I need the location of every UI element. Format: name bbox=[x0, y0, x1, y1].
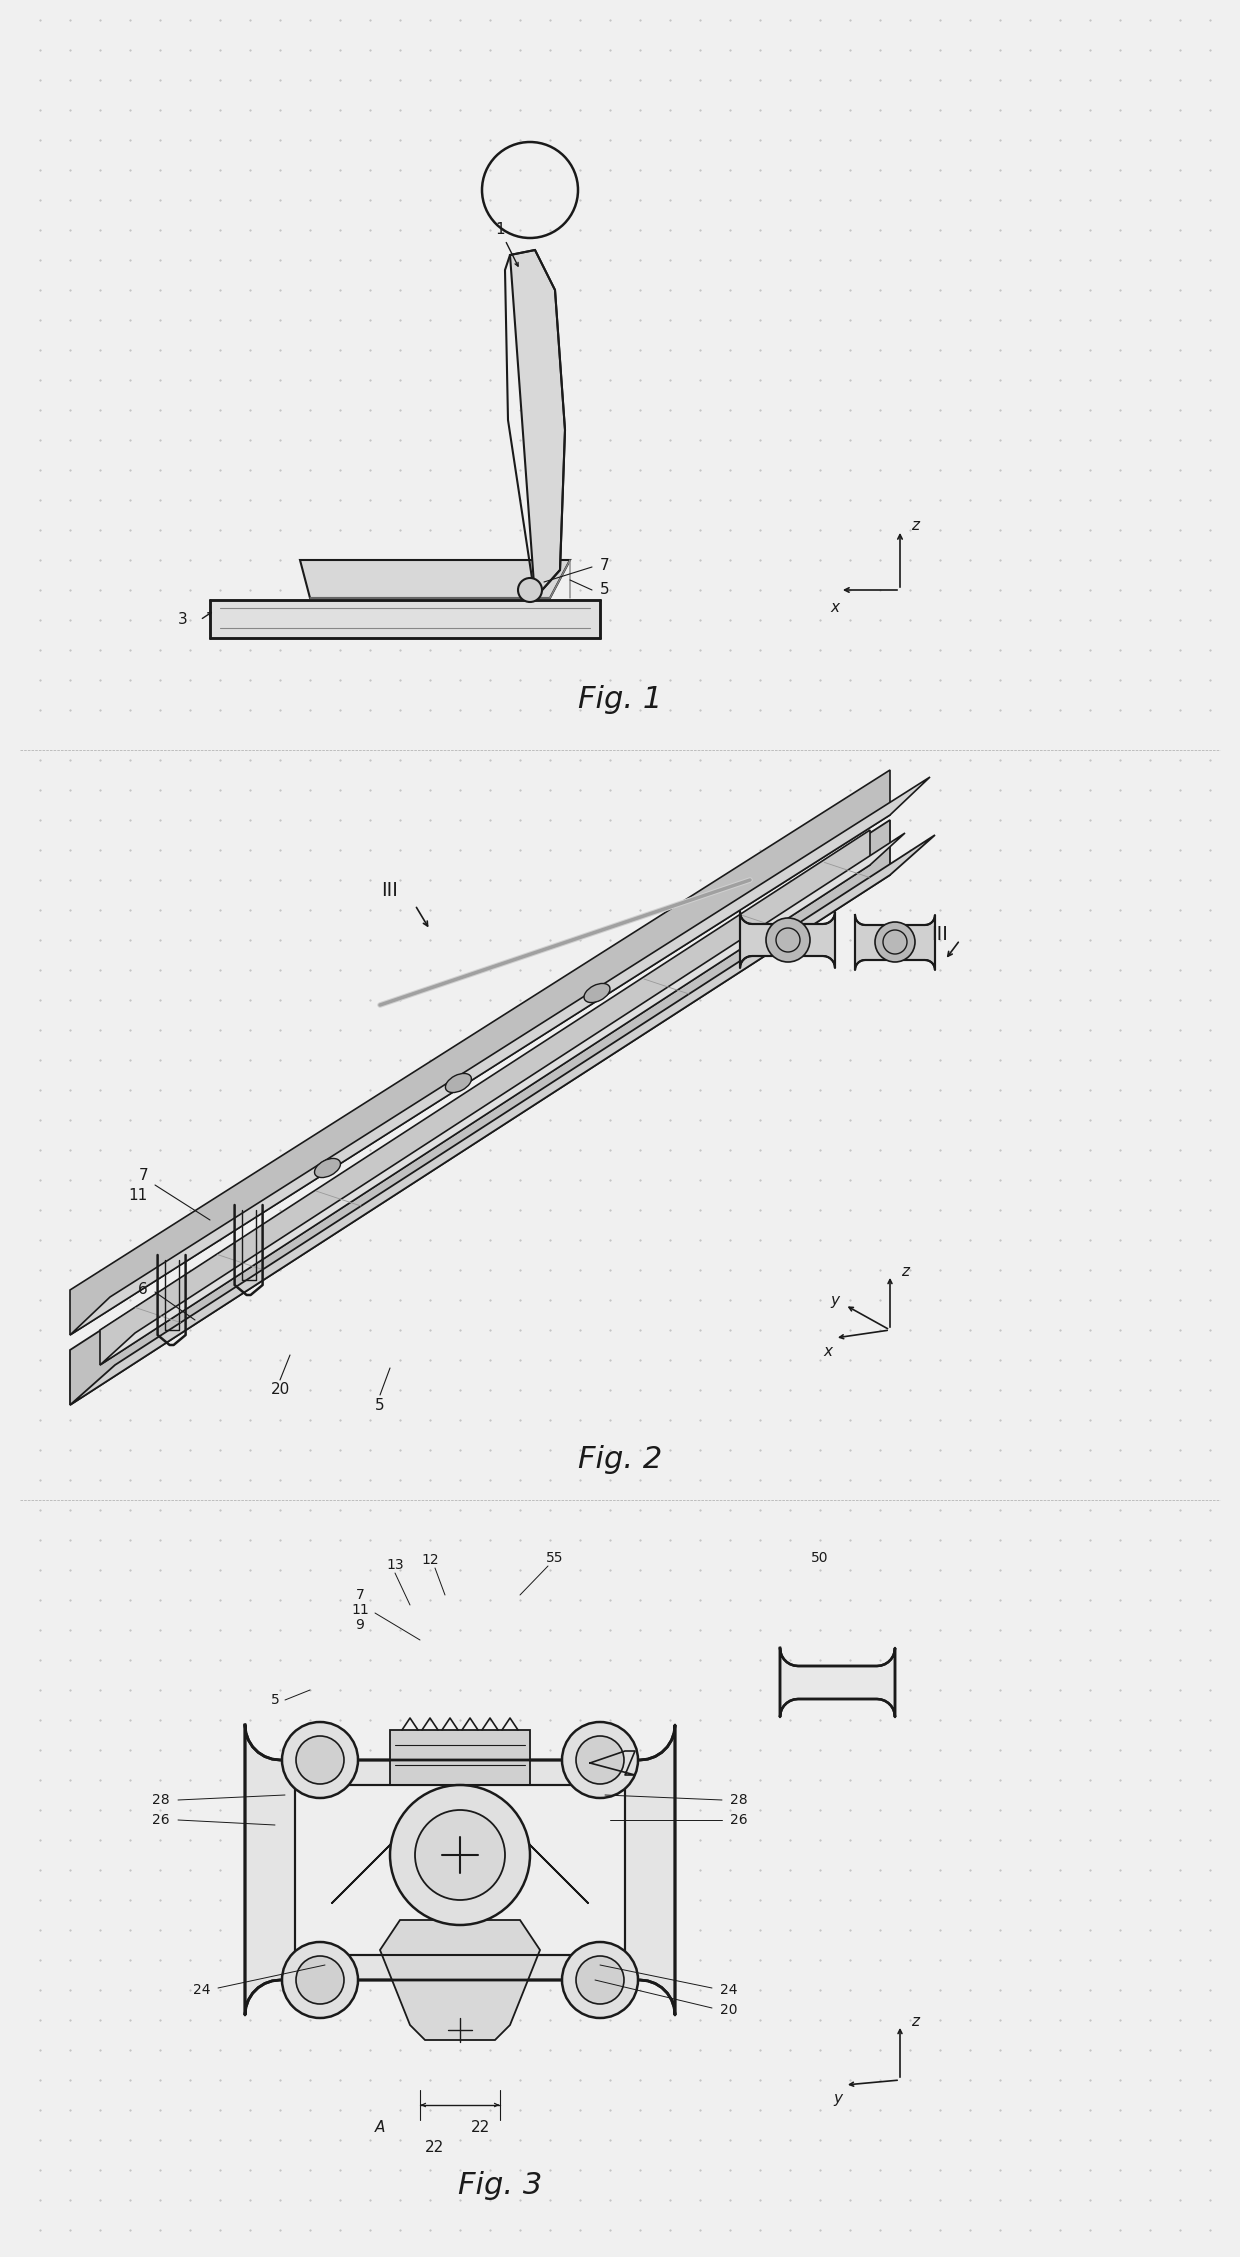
Text: z: z bbox=[911, 517, 919, 533]
Text: 5: 5 bbox=[600, 582, 610, 598]
Circle shape bbox=[391, 1785, 529, 1925]
Text: 11: 11 bbox=[351, 1602, 368, 1616]
Circle shape bbox=[296, 1957, 343, 2004]
Text: 11: 11 bbox=[129, 1187, 148, 1203]
Circle shape bbox=[296, 1736, 343, 1783]
Text: 3: 3 bbox=[179, 612, 188, 627]
Text: 7: 7 bbox=[356, 1589, 365, 1602]
Circle shape bbox=[577, 1957, 624, 2004]
Text: Fig. 2: Fig. 2 bbox=[578, 1444, 662, 1474]
Circle shape bbox=[415, 1810, 505, 1900]
Circle shape bbox=[518, 578, 542, 603]
Polygon shape bbox=[856, 914, 935, 971]
Polygon shape bbox=[69, 835, 935, 1406]
Text: A: A bbox=[374, 2119, 386, 2135]
Polygon shape bbox=[379, 1921, 539, 2040]
Text: 28: 28 bbox=[153, 1792, 170, 1808]
Text: 22: 22 bbox=[425, 2140, 445, 2155]
Text: z: z bbox=[901, 1264, 909, 1280]
Text: y: y bbox=[833, 2090, 842, 2106]
Text: 26: 26 bbox=[730, 1812, 748, 1826]
Polygon shape bbox=[740, 912, 835, 968]
Polygon shape bbox=[210, 600, 600, 639]
Polygon shape bbox=[69, 776, 930, 1334]
Ellipse shape bbox=[315, 1158, 341, 1178]
Text: 6: 6 bbox=[138, 1282, 148, 1298]
Text: 7: 7 bbox=[600, 557, 610, 573]
Text: Fig. 3: Fig. 3 bbox=[458, 2171, 542, 2201]
Circle shape bbox=[281, 1941, 358, 2018]
Circle shape bbox=[577, 1736, 624, 1783]
Text: Fig. 1: Fig. 1 bbox=[578, 686, 662, 715]
Text: 24: 24 bbox=[192, 1984, 210, 1997]
Polygon shape bbox=[391, 1731, 529, 1785]
Text: 9: 9 bbox=[356, 1618, 365, 1632]
Text: 12: 12 bbox=[422, 1553, 439, 1566]
Polygon shape bbox=[69, 819, 890, 1406]
Text: 55: 55 bbox=[547, 1551, 564, 1564]
Text: 1: 1 bbox=[495, 223, 505, 237]
Circle shape bbox=[562, 1722, 639, 1799]
Polygon shape bbox=[590, 1751, 635, 1774]
Text: 20: 20 bbox=[270, 1384, 290, 1397]
Text: III: III bbox=[931, 925, 949, 943]
Polygon shape bbox=[100, 831, 870, 1365]
Polygon shape bbox=[69, 770, 890, 1334]
Text: 50: 50 bbox=[811, 1551, 828, 1564]
Text: 20: 20 bbox=[720, 2002, 738, 2018]
Polygon shape bbox=[501, 1817, 589, 1903]
Polygon shape bbox=[295, 1760, 625, 1979]
Polygon shape bbox=[331, 1817, 418, 1903]
Polygon shape bbox=[246, 1724, 675, 2016]
Circle shape bbox=[875, 923, 915, 961]
Circle shape bbox=[562, 1941, 639, 2018]
Text: y: y bbox=[831, 1293, 839, 1307]
Text: III: III bbox=[382, 880, 398, 901]
Circle shape bbox=[281, 1722, 358, 1799]
Polygon shape bbox=[100, 833, 905, 1365]
Text: x: x bbox=[831, 600, 839, 616]
Text: 5: 5 bbox=[376, 1397, 384, 1413]
Text: 22: 22 bbox=[470, 2119, 490, 2135]
Text: 5: 5 bbox=[272, 1693, 280, 1706]
Circle shape bbox=[766, 919, 810, 961]
Ellipse shape bbox=[584, 984, 610, 1002]
Text: x: x bbox=[823, 1345, 832, 1359]
Text: 24: 24 bbox=[720, 1984, 738, 1997]
Polygon shape bbox=[510, 251, 565, 598]
Text: 13: 13 bbox=[386, 1557, 404, 1571]
Ellipse shape bbox=[445, 1074, 471, 1092]
Text: z: z bbox=[911, 2016, 919, 2029]
Polygon shape bbox=[300, 560, 570, 598]
Text: 26: 26 bbox=[153, 1812, 170, 1826]
Polygon shape bbox=[780, 1648, 895, 1718]
Text: 28: 28 bbox=[730, 1792, 748, 1808]
Text: 7: 7 bbox=[139, 1167, 148, 1183]
